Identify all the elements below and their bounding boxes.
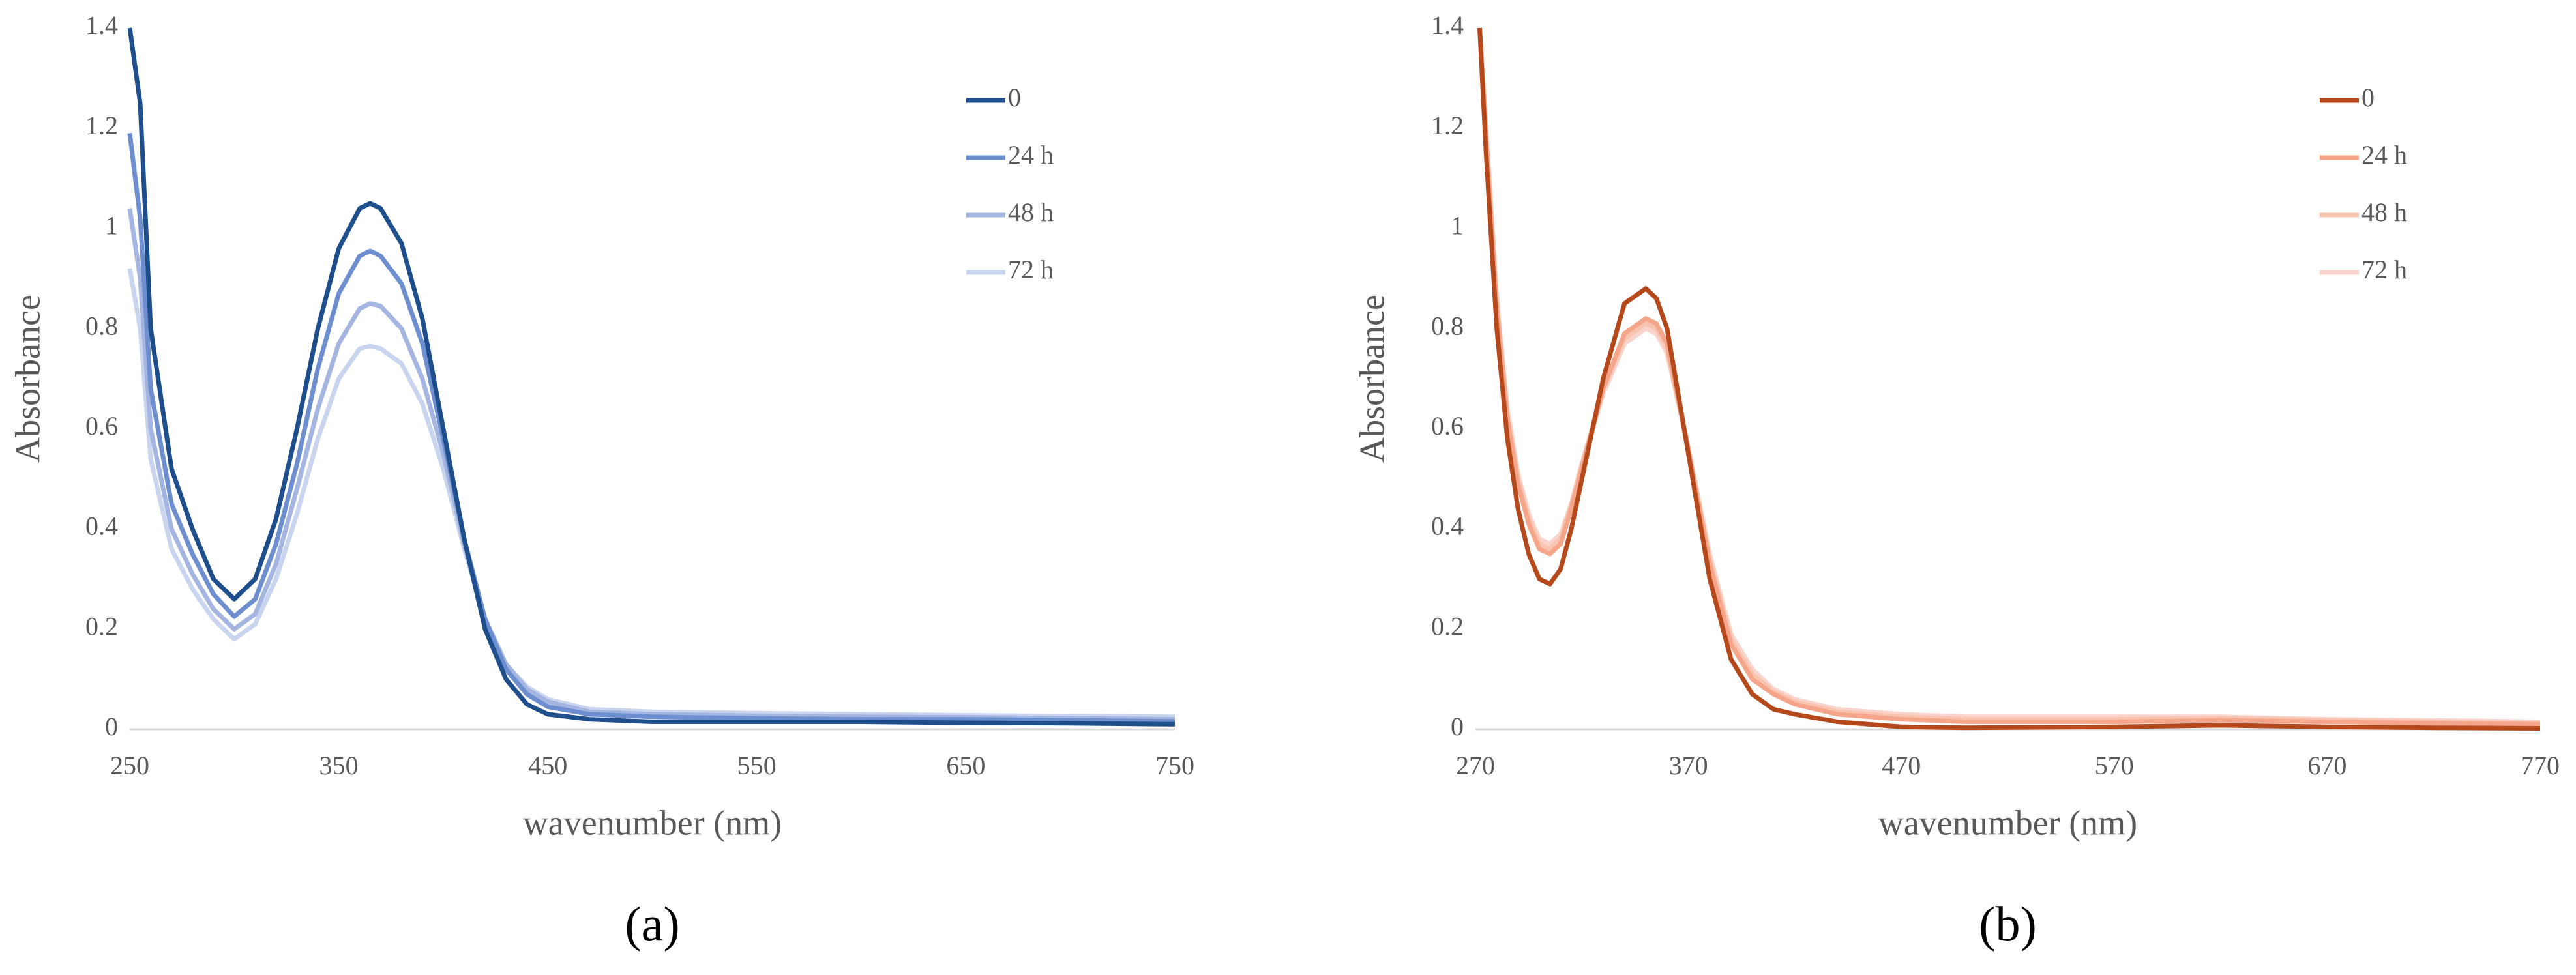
legend-label: 72 h — [2361, 255, 2407, 284]
legend-label: 48 h — [2361, 197, 2407, 227]
y-tick-label: 0.2 — [85, 611, 118, 641]
y-tick-label: 0.6 — [85, 411, 118, 441]
panel-label: (b) — [1979, 897, 2037, 952]
data-line — [1477, 27, 2541, 726]
data-line — [127, 132, 1176, 724]
x-axis-title: wavenumber (nm) — [1878, 803, 2137, 842]
y-tick-label: 0 — [105, 712, 118, 741]
x-tick-label: 470 — [1882, 751, 1921, 780]
x-tick-label: 550 — [737, 751, 777, 780]
y-tick-label: 1.4 — [1431, 10, 1464, 40]
data-line — [1477, 27, 2541, 731]
y-tick-label: 0.8 — [1431, 311, 1464, 340]
legend-label: 0 — [1008, 83, 1021, 112]
y-tick-label: 0.2 — [1431, 611, 1464, 641]
y-tick-label: 0 — [1451, 712, 1464, 741]
x-axis-title: wavenumber (nm) — [523, 803, 782, 842]
legend-label: 48 h — [1008, 197, 1054, 227]
x-tick-label: 670 — [2307, 751, 2347, 780]
data-line — [127, 27, 1176, 727]
y-tick-label: 1.4 — [85, 10, 118, 40]
legend-label: 24 h — [2361, 140, 2407, 169]
y-tick-label: 1.2 — [1431, 111, 1464, 140]
legend-label: 72 h — [1008, 255, 1054, 284]
y-tick-label: 1 — [1451, 211, 1464, 240]
x-tick-label: 650 — [946, 751, 985, 780]
x-tick-label: 370 — [1669, 751, 1708, 780]
legend-label: 0 — [2361, 83, 2375, 112]
y-tick-label: 1.2 — [85, 111, 118, 140]
data-line — [1477, 27, 2541, 724]
legend-label: 24 h — [1008, 140, 1054, 169]
y-axis-title: Absorbance — [1352, 295, 1391, 463]
y-axis-title: Absorbance — [8, 295, 47, 463]
x-tick-label: 350 — [319, 751, 359, 780]
y-tick-label: 0.6 — [1431, 411, 1464, 441]
y-tick-label: 0.4 — [85, 512, 118, 541]
panel-label: (a) — [625, 897, 679, 952]
data-line — [127, 268, 1176, 720]
data-line — [127, 208, 1176, 722]
y-tick-label: 0.4 — [1431, 512, 1464, 541]
y-tick-label: 1 — [105, 211, 118, 240]
y-tick-label: 0.8 — [85, 311, 118, 340]
x-tick-label: 570 — [2095, 751, 2134, 780]
x-tick-label: 450 — [528, 751, 567, 780]
x-tick-label: 750 — [1155, 751, 1194, 780]
x-tick-label: 250 — [110, 751, 149, 780]
x-tick-label: 770 — [2521, 751, 2560, 780]
x-tick-label: 270 — [1456, 751, 1495, 780]
data-line — [1477, 27, 2541, 727]
